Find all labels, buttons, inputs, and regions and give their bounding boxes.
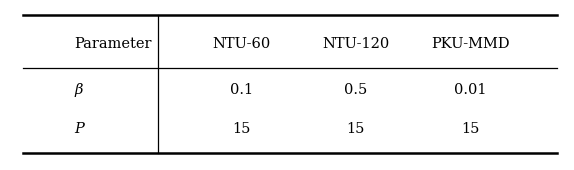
Text: PKU-MMD: PKU-MMD [432,37,510,51]
Text: Parameter: Parameter [75,37,152,51]
Text: NTU-120: NTU-120 [322,37,390,51]
Text: β: β [75,83,83,97]
Text: 15: 15 [461,122,480,136]
Text: 15: 15 [347,122,365,136]
Text: 0.1: 0.1 [230,83,253,97]
Text: 0.01: 0.01 [455,83,487,97]
Text: NTU-60: NTU-60 [212,37,270,51]
Text: P: P [75,122,84,136]
Text: 0.5: 0.5 [344,83,367,97]
Text: 15: 15 [232,122,250,136]
